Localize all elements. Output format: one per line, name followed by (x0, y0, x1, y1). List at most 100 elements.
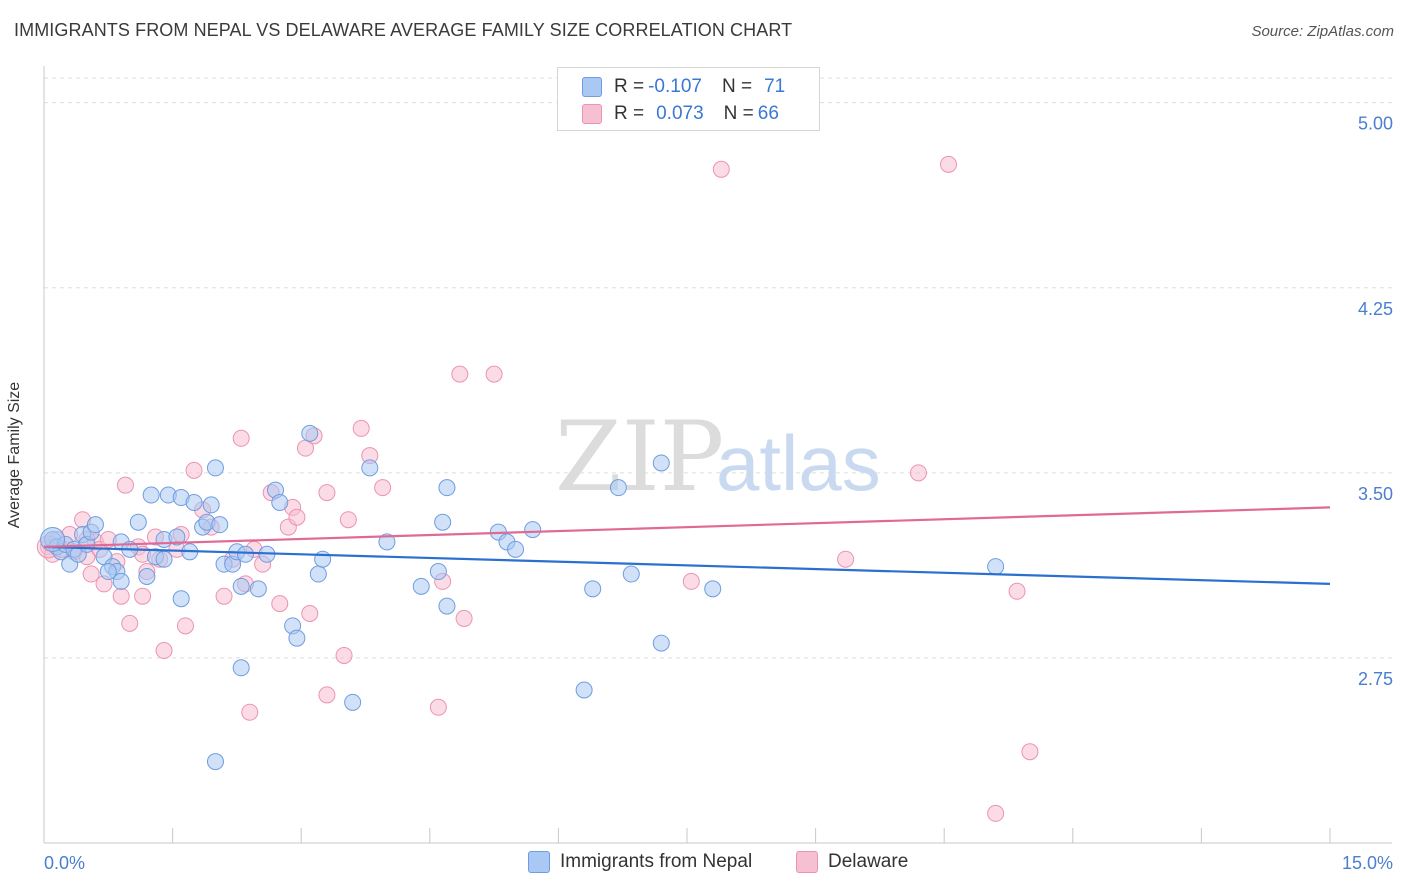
nepal-trend-line (43, 545, 1331, 585)
delaware-point (712, 160, 730, 178)
nepal-point (185, 493, 203, 511)
legend-row-delaware: R = 0.073 N = 66 (582, 101, 779, 127)
delaware-point (112, 587, 130, 605)
nepal-point (584, 580, 602, 598)
watermark-atlas: atlas (716, 419, 881, 507)
legend-n-value: 71 (764, 76, 786, 97)
legend-row-nepal: R = -0.107 N = 71 (582, 74, 785, 100)
y-tick-label: 2.75 (1358, 669, 1393, 689)
delaware-point (339, 511, 357, 529)
legend-n-label: N = (723, 103, 754, 124)
nepal-point (211, 516, 229, 534)
nepal-point (288, 629, 306, 647)
nepal-point (236, 545, 254, 563)
delaware-point (82, 565, 100, 583)
delaware-point (352, 419, 370, 437)
bottom-legend-swatch-nepal (528, 851, 550, 873)
nepal-point (232, 659, 250, 677)
delaware-point (429, 698, 447, 716)
delaware-point (939, 155, 957, 173)
nepal-points (40, 424, 1005, 771)
delaware-point (271, 595, 289, 613)
nepal-point (987, 558, 1005, 576)
nepal-point (622, 565, 640, 583)
bottom-legend-delaware: Delaware (796, 851, 908, 873)
delaware-points (36, 155, 1039, 822)
nepal-point (206, 753, 224, 771)
delaware-point (485, 365, 503, 383)
x-tick-label: 15.0% (1342, 853, 1393, 873)
legend-n-label: N = (721, 76, 753, 97)
legend-swatch-nepal (582, 77, 602, 97)
delaware-point (121, 614, 139, 632)
delaware-point (455, 609, 473, 627)
nepal-point (438, 597, 456, 615)
delaware-point (987, 804, 1005, 822)
delaware-point (134, 587, 152, 605)
nepal-point (202, 496, 220, 514)
delaware-point (1021, 743, 1039, 761)
delaware-point (909, 464, 927, 482)
y-tick-label: 4.25 (1358, 299, 1393, 319)
nepal-point (249, 580, 267, 598)
watermark-zip: ZIP (555, 401, 724, 513)
delaware-point (318, 484, 336, 502)
delaware-point (155, 642, 173, 660)
delaware-point (116, 476, 134, 494)
bottom-legend-label-nepal: Immigrants from Nepal (560, 851, 753, 872)
y-tick-label: 5.00 (1358, 114, 1393, 134)
bottom-legend-nepal: Immigrants from Nepal (528, 851, 752, 873)
nepal-point (86, 516, 104, 534)
trend-lines (43, 506, 1331, 585)
chart-title: IMMIGRANTS FROM NEPAL VS DELAWARE AVERAG… (14, 20, 793, 40)
nepal-point (575, 681, 593, 699)
nepal-point (438, 479, 456, 497)
nepal-point (309, 565, 327, 583)
nepal-point (378, 533, 396, 551)
chart-source: Source: ZipAtlas.com (1251, 23, 1394, 40)
nepal-point (344, 693, 362, 711)
delaware-trend-line (43, 506, 1331, 548)
nepal-point (271, 493, 289, 511)
tick-labels: 2.75 3.50 4.25 5.00 0.0% 15.0% (44, 114, 1393, 873)
nepal-point (301, 424, 319, 442)
nepal-point (704, 580, 722, 598)
nepal-point (314, 550, 332, 568)
legend-r-value: -0.107 (648, 76, 702, 97)
nepal-point (99, 563, 117, 581)
nepal-point (507, 540, 525, 558)
stats-legend: R = -0.107 N = 71 R = 0.073 N = 66 (557, 67, 820, 131)
legend-r-value: 0.073 (656, 103, 704, 124)
delaware-point (318, 686, 336, 704)
nepal-point (434, 513, 452, 531)
delaware-point (335, 646, 353, 664)
nepal-point (609, 479, 627, 497)
nepal-point (168, 528, 186, 546)
legend-swatch-delaware (582, 104, 602, 124)
nepal-point (429, 563, 447, 581)
delaware-point (682, 572, 700, 590)
delaware-point (185, 461, 203, 479)
nepal-point (206, 459, 224, 477)
delaware-point (288, 508, 306, 526)
nepal-point (172, 590, 190, 608)
delaware-point (451, 365, 469, 383)
delaware-point (215, 587, 233, 605)
delaware-point (1008, 582, 1026, 600)
x-tick-label: 0.0% (44, 853, 85, 873)
nepal-point (138, 567, 156, 585)
axes (43, 66, 1392, 844)
nepal-point (155, 550, 173, 568)
delaware-point (176, 617, 194, 635)
delaware-point (374, 479, 392, 497)
legend-n-value: 66 (757, 103, 779, 124)
nepal-point (142, 486, 160, 504)
bottom-legend-swatch-delaware (796, 851, 818, 873)
legend-r-label: R = (614, 76, 645, 97)
bottom-legend-label-delaware: Delaware (828, 851, 909, 872)
legend-r-label: R = (614, 103, 645, 124)
y-tick-label: 3.50 (1358, 484, 1393, 504)
nepal-point (112, 572, 130, 590)
nepal-point (232, 577, 250, 595)
